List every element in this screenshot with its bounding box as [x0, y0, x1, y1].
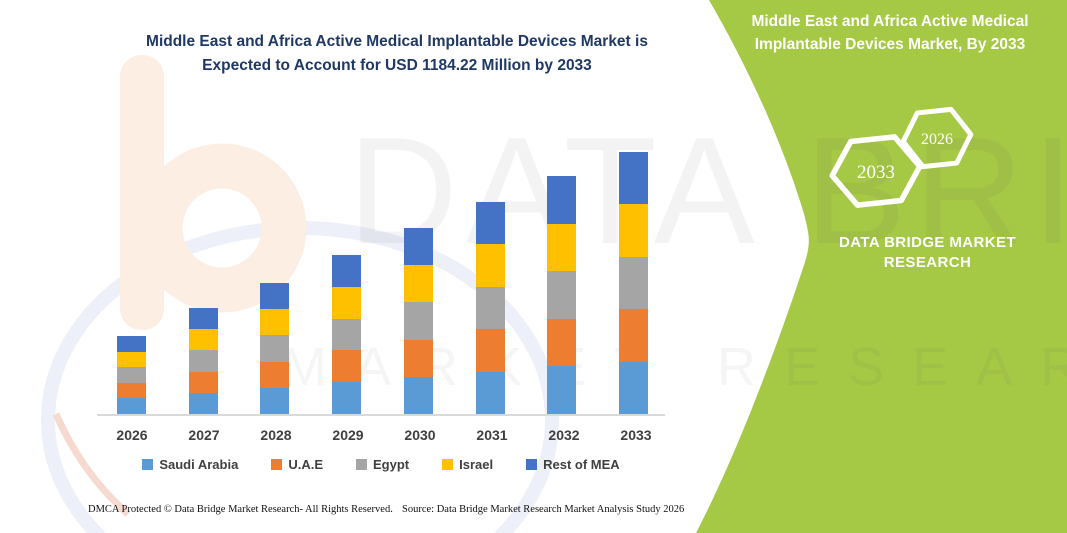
bar-segment-saudi-arabia-2032	[547, 366, 577, 414]
bar-segment-rest-of-mea-2029	[332, 255, 362, 287]
bar-segment-rest-of-mea-2032	[547, 176, 577, 224]
bar-2026	[117, 336, 146, 414]
bar-segment-israel-2033	[618, 204, 648, 257]
plot-area	[97, 139, 665, 414]
bar-segment-saudi-arabia-2029	[332, 382, 362, 414]
bar-2029	[332, 255, 362, 414]
legend-item-saudi-arabia: Saudi Arabia	[142, 457, 238, 472]
bar-segment-saudi-arabia-2027	[188, 392, 218, 414]
bar-2028	[260, 283, 290, 414]
year-hexagons: 2033 2026	[829, 106, 974, 208]
legend-label-rest-of-mea: Rest of MEA	[543, 457, 620, 472]
bar-segment-egypt-2033	[618, 256, 648, 310]
x-axis-label-2026: 2026	[116, 427, 148, 443]
legend-swatch-saudi-arabia	[142, 459, 154, 470]
bar-segment-israel-2028	[260, 309, 290, 336]
bar-segment-rest-of-mea-2033	[618, 152, 648, 205]
bar-2030	[403, 228, 433, 414]
bar-segment-egypt-2026	[117, 367, 146, 383]
bar-segment-saudi-arabia-2026	[117, 398, 146, 414]
bar-segment-u-a-e-2027	[188, 371, 218, 393]
bar-segment-u-a-e-2028	[260, 361, 290, 388]
bar-segment-rest-of-mea-2030	[403, 228, 433, 266]
brand-name: DATA BRIDGE MARKET RESEARCH	[810, 233, 1045, 273]
bar-segment-egypt-2032	[547, 271, 577, 319]
legend-label-saudi-arabia: Saudi Arabia	[159, 457, 239, 472]
bar-segment-rest-of-mea-2027	[188, 308, 218, 330]
bar-2033	[618, 152, 648, 414]
x-axis-label-2032: 2032	[548, 427, 580, 443]
chart-title-line-1: Middle East and Africa Active Medical Im…	[146, 33, 648, 50]
legend-item-egypt: Egypt	[355, 457, 410, 472]
bar-segment-u-a-e-2026	[117, 382, 146, 399]
chart-title: Middle East and Africa Active Medical Im…	[108, 30, 686, 78]
hexagon-2033-label: 2033	[857, 162, 895, 183]
bar-segment-u-a-e-2031	[475, 329, 505, 372]
bar-segment-egypt-2029	[332, 318, 362, 351]
bar-segment-egypt-2027	[188, 350, 218, 372]
bar-segment-rest-of-mea-2028	[260, 283, 290, 310]
x-axis-labels: 2026 2027 2028 2029 2030 2031 2032 2033	[97, 427, 665, 443]
legend-label-u-a-e: U.A.E	[288, 457, 323, 472]
bar-2031	[475, 202, 505, 414]
legend-label-israel: Israel	[459, 457, 494, 472]
bar-segment-egypt-2030	[403, 302, 433, 340]
bar-segment-u-a-e-2030	[403, 339, 433, 377]
legend-swatch-rest-of-mea	[526, 459, 538, 470]
legend-item-u-a-e: U.A.E	[271, 457, 323, 472]
bar-segment-egypt-2031	[475, 286, 505, 330]
bar-segment-saudi-arabia-2030	[403, 376, 433, 414]
bar-segment-rest-of-mea-2026	[117, 336, 146, 352]
bar-2032	[547, 176, 577, 414]
brand-line-1: DATA BRIDGE MARKET	[839, 234, 1016, 251]
legend-swatch-u-a-e	[271, 459, 283, 470]
bar-segment-rest-of-mea-2031	[475, 202, 505, 245]
x-axis-label-2030: 2030	[404, 427, 436, 443]
source-note: Source: Data Bridge Market Research Mark…	[402, 504, 685, 515]
x-axis-label-2031: 2031	[476, 427, 508, 443]
bar-segment-saudi-arabia-2028	[260, 387, 290, 414]
stacked-bar-chart: 2026 2027 2028 2029 2030 2031 2032 2033 Saudi A…	[97, 139, 665, 472]
hexagon-2026-label: 2026	[921, 131, 953, 148]
x-axis-line	[97, 414, 665, 416]
bar-segment-u-a-e-2029	[332, 350, 362, 383]
bar-segment-israel-2032	[547, 223, 577, 272]
legend-item-israel: Israel	[442, 457, 493, 472]
bar-segment-u-a-e-2033	[618, 309, 648, 362]
legend-label-egypt: Egypt	[372, 457, 410, 472]
legend-item-rest-of-mea: Rest of MEA	[526, 457, 620, 472]
chart-title-line-2: Expected to Account for USD 1184.22 Mill…	[202, 57, 592, 74]
bar-segment-saudi-arabia-2031	[475, 371, 505, 414]
side-panel-title-line-1: Middle East and Africa Active Medical	[751, 13, 1029, 30]
legend-swatch-egypt	[355, 459, 367, 470]
bar-segment-israel-2027	[188, 329, 218, 351]
bar-segment-saudi-arabia-2033	[618, 361, 648, 414]
x-axis-label-2028: 2028	[260, 427, 292, 443]
x-axis-label-2029: 2029	[332, 427, 364, 443]
bar-segment-israel-2030	[403, 265, 433, 303]
side-panel-title-line-2: Implantable Devices Market, By 2033	[754, 36, 1026, 53]
bar-2027	[188, 308, 218, 414]
brand-line-2: RESEARCH	[883, 254, 972, 271]
bar-segment-u-a-e-2032	[547, 318, 577, 367]
bar-segment-israel-2026	[117, 351, 146, 368]
dmca-notice: DMCA Protected © Data Bridge Market Rese…	[88, 504, 393, 515]
legend-swatch-israel	[442, 459, 454, 470]
bar-segment-egypt-2028	[260, 335, 290, 362]
hexagon-2026	[900, 106, 974, 170]
chart-legend: Saudi Arabia U.A.E Egypt Israel Rest of MEA	[97, 457, 665, 472]
side-panel-title: Middle East and Africa Active Medical Im…	[725, 10, 1055, 56]
x-axis-label-2033: 2033	[620, 427, 652, 443]
bar-segment-israel-2031	[475, 244, 505, 287]
bar-segment-israel-2029	[332, 286, 362, 319]
x-axis-label-2027: 2027	[188, 427, 220, 443]
